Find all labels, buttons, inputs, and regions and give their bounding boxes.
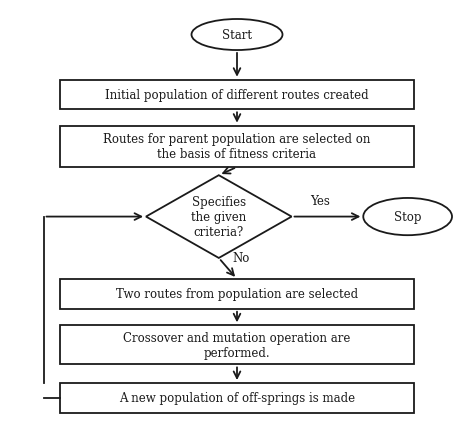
Text: Stop: Stop xyxy=(394,211,421,224)
Text: A new population of off-springs is made: A new population of off-springs is made xyxy=(119,391,355,404)
Text: Two routes from population are selected: Two routes from population are selected xyxy=(116,288,358,301)
Text: Initial population of different routes created: Initial population of different routes c… xyxy=(105,89,369,102)
Text: Specifies
the given
criteria?: Specifies the given criteria? xyxy=(191,196,246,239)
Text: No: No xyxy=(232,251,250,264)
Text: Yes: Yes xyxy=(310,195,330,208)
Text: Routes for parent population are selected on
the basis of fitness criteria: Routes for parent population are selecte… xyxy=(103,133,371,161)
Text: Start: Start xyxy=(222,29,252,42)
Text: Crossover and mutation operation are
performed.: Crossover and mutation operation are per… xyxy=(123,331,351,359)
